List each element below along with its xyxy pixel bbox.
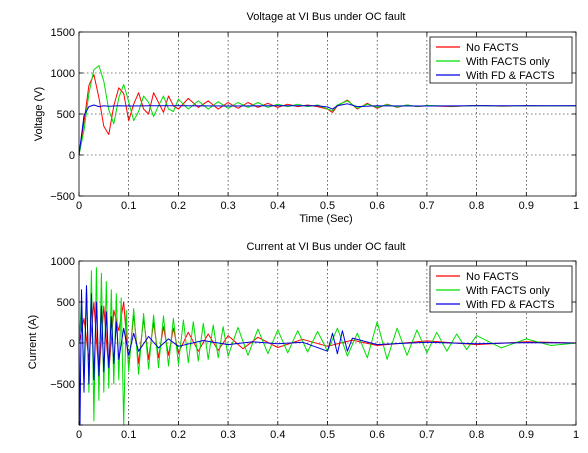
current-xtick-label: 0.6 [370,429,385,441]
current-xtick-label: 0.7 [419,429,434,441]
voltage-ytick-label: −500 [50,191,75,203]
current-chart-title: Current at VI Bus under OC fault [247,241,406,253]
voltage-legend-label-3: With FD & FACTS [466,70,555,82]
current-chart: Current at VI Bus under OC fault Current… [27,241,579,441]
voltage-xtick-label: 0.8 [469,200,484,212]
current-ytick-label: −500 [50,379,75,391]
voltage-xtick-label: 0.4 [270,200,285,212]
current-legend-label-1: No FACTS [466,271,519,283]
voltage-legend: No FACTS With FACTS only With FD & FACTS [429,36,573,84]
current-legend: No FACTS With FACTS only With FD & FACTS [429,265,573,313]
voltage-chart: Voltage at VI Bus under OC fault Time (S… [33,11,579,225]
voltage-xtick-label: 1 [573,200,579,212]
current-chart-ylabel: Current (A) [27,315,39,369]
voltage-xtick-label: 0.2 [171,200,186,212]
current-xtick-label: 0.2 [171,429,186,441]
current-xtick-label: 0.5 [320,429,335,441]
current-xtick-label: 0.9 [519,429,534,441]
current-xtick-label: 0.3 [220,429,235,441]
voltage-legend-label-1: No FACTS [466,42,519,54]
current-legend-label-3: With FD & FACTS [466,299,555,311]
current-ytick-label: 1000 [51,256,75,268]
voltage-series-line-1 [78,74,577,156]
current-xtick-label: 1 [573,429,579,441]
current-ytick-label: 0 [69,338,75,350]
voltage-legend-label-2: With FACTS only [466,56,550,68]
voltage-chart-xlabel: Time (Sec) [299,213,352,225]
voltage-ytick-label: 1000 [51,68,75,80]
current-series-line-3 [78,285,577,426]
current-xtick-label: 0.1 [121,429,136,441]
current-xtick-label: 0.4 [270,429,285,441]
voltage-xtick-label: 0 [76,200,82,212]
voltage-xtick-label: 0.5 [320,200,335,212]
voltage-xtick-label: 0.7 [419,200,434,212]
current-legend-label-2: With FACTS only [466,285,550,297]
voltage-ytick-label: 1500 [51,27,75,39]
voltage-xtick-label: 0.3 [220,200,235,212]
voltage-chart-ylabel: Voltage (V) [33,87,45,141]
current-ytick-label: 500 [57,297,75,309]
voltage-xtick-label: 0.1 [121,200,136,212]
voltage-chart-title: Voltage at VI Bus under OC fault [247,11,406,23]
current-xtick-label: 0.8 [469,429,484,441]
voltage-ytick-label: 0 [69,150,75,162]
voltage-series-line-3 [78,103,576,156]
voltage-xtick-label: 0.6 [370,200,385,212]
voltage-xtick-label: 0.9 [519,200,534,212]
current-xtick-label: 0 [76,429,82,441]
voltage-ytick-label: 500 [57,109,75,121]
